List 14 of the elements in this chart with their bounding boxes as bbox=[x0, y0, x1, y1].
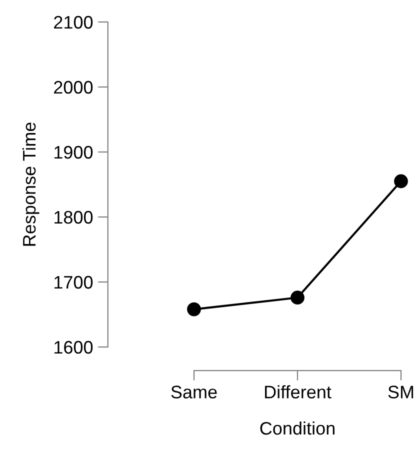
point bbox=[394, 174, 408, 188]
y-axis-title: Response Time bbox=[22, 122, 40, 246]
y-tick-label: 1600 bbox=[54, 340, 93, 354]
point bbox=[290, 290, 304, 305]
y-tick-label: 1700 bbox=[54, 276, 93, 289]
x-axis-title: Condition bbox=[260, 421, 334, 435]
y-tick-label: 1900 bbox=[54, 146, 93, 159]
point bbox=[187, 302, 201, 316]
x-tick-label: SM bbox=[388, 386, 414, 398]
y-tick-label: 2000 bbox=[54, 80, 93, 94]
x-tick-label: Different bbox=[265, 385, 332, 398]
x-tick-label: Same bbox=[171, 386, 217, 398]
y-tick-label: 1800 bbox=[54, 210, 93, 224]
y-tick-label: 2100 bbox=[54, 16, 93, 29]
